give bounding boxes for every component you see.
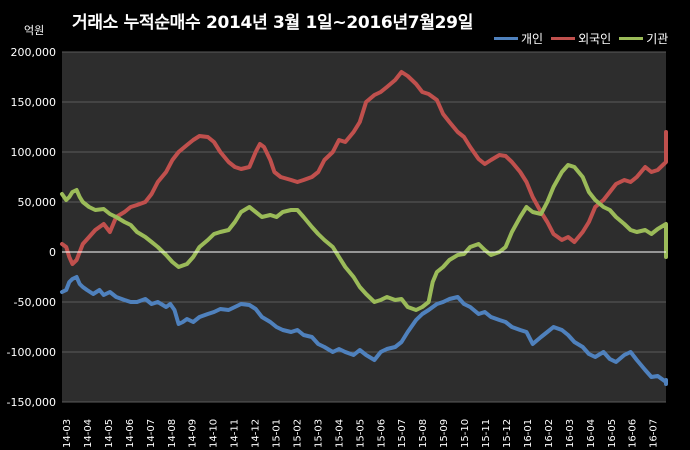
x-tick-label: 16-04 [586,419,597,448]
y-tick-label: 0 [49,246,56,259]
legend-item-institution: 기관 [619,30,668,47]
y-tick-label: 100,000 [11,146,57,159]
legend-swatch-institution [619,37,644,40]
legend-swatch-foreign [551,37,576,40]
x-tick-label: 14-08 [167,419,178,448]
y-tick-label: 200,000 [11,46,57,59]
x-tick-label: 16-02 [544,419,555,448]
legend-item-foreign: 외국인 [551,30,611,47]
x-tick-label: 15-05 [355,419,366,448]
x-tick-label: 15-09 [439,419,450,448]
x-tick-label: 15-08 [418,419,429,448]
x-tick-label: 15-10 [460,419,471,448]
x-tick-label: 14-04 [83,419,94,448]
x-axis-ticks: 14-03 14-04 14-05 14-06 14-07 14-08 14-09 14-10… [62,419,660,448]
x-tick-label: 14-09 [188,419,199,448]
y-axis-unit-label: 억원 [24,24,45,37]
legend-item-individual: 개인 [494,30,543,47]
series-line-individual [60,275,668,386]
y-tick-label: -50,000 [14,296,56,309]
x-tick-label: 15-11 [481,419,492,448]
x-tick-label: 14-11 [230,419,241,448]
y-tick-label: 150,000 [11,96,57,109]
y-axis-ticks: -150,000 -100,000 -50,000 0 50,000 100,000 150… [7,46,56,409]
x-tick-label: 16-07 [649,419,660,448]
x-tick-label: 15-12 [502,419,513,448]
legend-label-foreign: 외국인 [578,32,612,46]
legend-swatch-individual [494,37,518,40]
series-layer [60,70,668,386]
series-line-institution [60,163,668,312]
x-tick-label: 16-05 [607,419,618,448]
chart-title: 거래소 누적순매수 2014년 3월 1일~2016년7월29일 [72,13,474,33]
x-tick-label: 14-07 [146,419,157,448]
x-tick-label: 15-03 [313,419,324,448]
legend-label-institution: 기관 [646,32,669,46]
x-tick-label: 15-01 [272,419,283,448]
x-tick-label: 16-01 [523,419,534,448]
x-tick-label: 16-06 [628,419,639,448]
x-tick-label: 15-06 [376,419,387,448]
x-tick-label: 15-07 [397,419,408,448]
y-tick-label: 50,000 [18,196,57,209]
legend-label-individual: 개인 [521,32,544,46]
y-tick-label: -150,000 [7,396,56,409]
x-tick-label: 14-12 [251,419,262,448]
x-tick-label: 14-05 [104,419,115,448]
x-tick-label: 15-04 [334,419,345,448]
x-tick-label: 14-10 [209,419,220,448]
x-tick-label: 15-02 [293,419,304,448]
legend: 개인 외국인 기관 [494,30,668,47]
x-tick-label: 14-06 [125,419,136,448]
y-tick-label: -100,000 [7,346,56,359]
x-tick-label: 14-03 [62,419,73,448]
x-tick-label: 16-03 [565,419,576,448]
series-line-foreign [60,70,668,266]
